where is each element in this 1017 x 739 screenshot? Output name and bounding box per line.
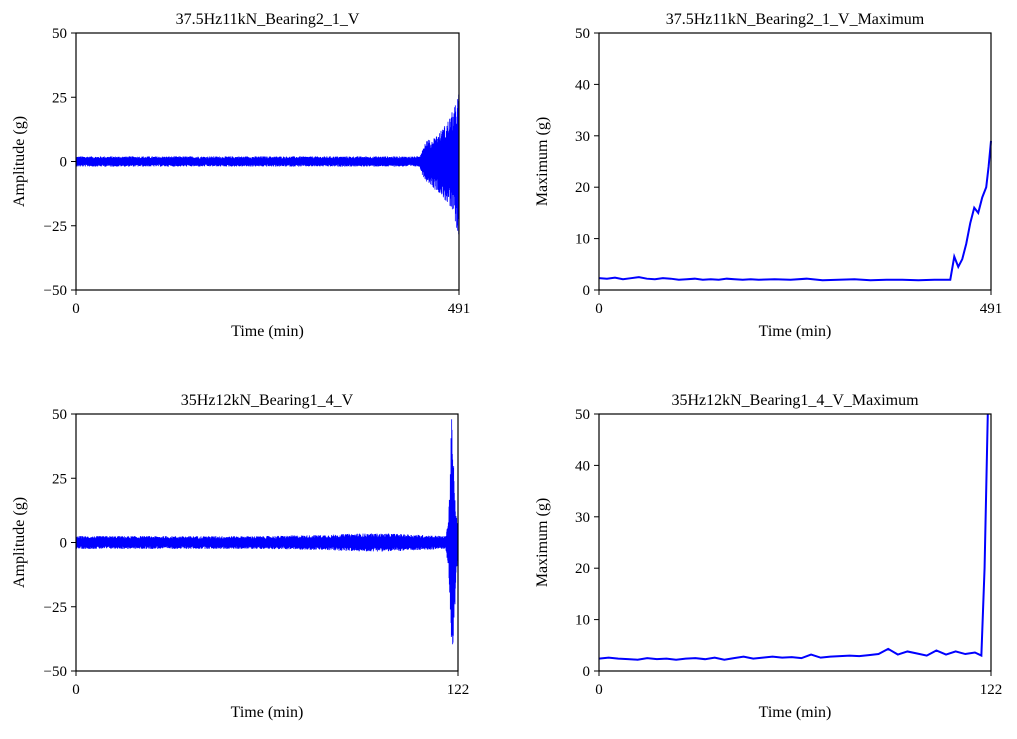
y-tick-label: 20 <box>575 561 590 577</box>
y-tick-label: −50 <box>44 283 67 299</box>
y-tick-label: 0 <box>583 664 591 680</box>
y-tick-label: 0 <box>583 283 591 299</box>
x-tick-label: 0 <box>72 682 80 698</box>
vibration-signal-line <box>75 94 460 235</box>
y-tick-label: −50 <box>44 664 67 680</box>
x-tick-label: 0 <box>595 301 603 317</box>
y-tick-label: 30 <box>575 129 590 145</box>
y-tick-label: 0 <box>60 155 68 171</box>
x-axis-label: Time (min) <box>759 323 832 340</box>
y-tick-label: 25 <box>52 471 67 487</box>
maximum-series-line <box>598 140 992 282</box>
x-axis-label: Time (min) <box>759 704 832 721</box>
y-tick-label: 50 <box>52 407 67 423</box>
y-tick-label: 50 <box>52 26 67 42</box>
y-tick-label: 50 <box>575 26 590 42</box>
y-tick-label: 40 <box>575 458 590 474</box>
x-tick-label: 0 <box>72 301 80 317</box>
y-tick-label: 40 <box>575 77 590 93</box>
maximum-series-line <box>598 413 989 661</box>
y-tick-label: 25 <box>52 90 67 106</box>
y-axis-label: Amplitude (g) <box>11 497 28 588</box>
plot-frame <box>598 32 992 291</box>
y-axis-label: Amplitude (g) <box>11 116 28 207</box>
y-tick-label: 10 <box>575 613 590 629</box>
x-tick-label: 491 <box>448 301 471 317</box>
y-tick-label: 30 <box>575 510 590 526</box>
y-axis-label: Maximum (g) <box>534 117 551 206</box>
chart-panel-1: 37.5Hz11kN_Bearing2_1_V 50 25 0 −25 −50 0 491 Ti… <box>11 11 470 340</box>
chart-title: 35Hz12kN_Bearing1_4_V <box>181 392 354 409</box>
y-tick-label: −25 <box>44 600 67 616</box>
chart-title: 37.5Hz11kN_Bearing2_1_V <box>176 11 360 28</box>
chart-panel-2: 37.5Hz11kN_Bearing2_1_V_Maximum 50 40 30 20 1… <box>534 11 1002 340</box>
y-tick-label: 20 <box>575 180 590 196</box>
x-tick-label: 491 <box>980 301 1003 317</box>
plot-frame <box>598 413 992 672</box>
vibration-signal-line <box>75 419 459 645</box>
y-tick-label: 10 <box>575 232 590 248</box>
chart-title: 37.5Hz11kN_Bearing2_1_V_Maximum <box>666 11 925 28</box>
y-tick-label: 0 <box>60 536 68 552</box>
x-tick-label: 0 <box>595 682 603 698</box>
x-tick-label: 122 <box>447 682 470 698</box>
x-tick-label: 122 <box>980 682 1003 698</box>
chart-panel-4: 35Hz12kN_Bearing1_4_V_Maximum 50 40 30 20 10 0… <box>534 392 1002 721</box>
chart-title: 35Hz12kN_Bearing1_4_V_Maximum <box>671 392 919 409</box>
y-axis-label: Maximum (g) <box>534 498 551 587</box>
y-tick-label: −25 <box>44 219 67 235</box>
y-tick-label: 50 <box>575 407 590 423</box>
x-axis-label: Time (min) <box>231 323 304 340</box>
chart-panel-3: 35Hz12kN_Bearing1_4_V 50 25 0 −25 −50 0 122 Time… <box>11 392 469 721</box>
x-axis-label: Time (min) <box>231 704 304 721</box>
